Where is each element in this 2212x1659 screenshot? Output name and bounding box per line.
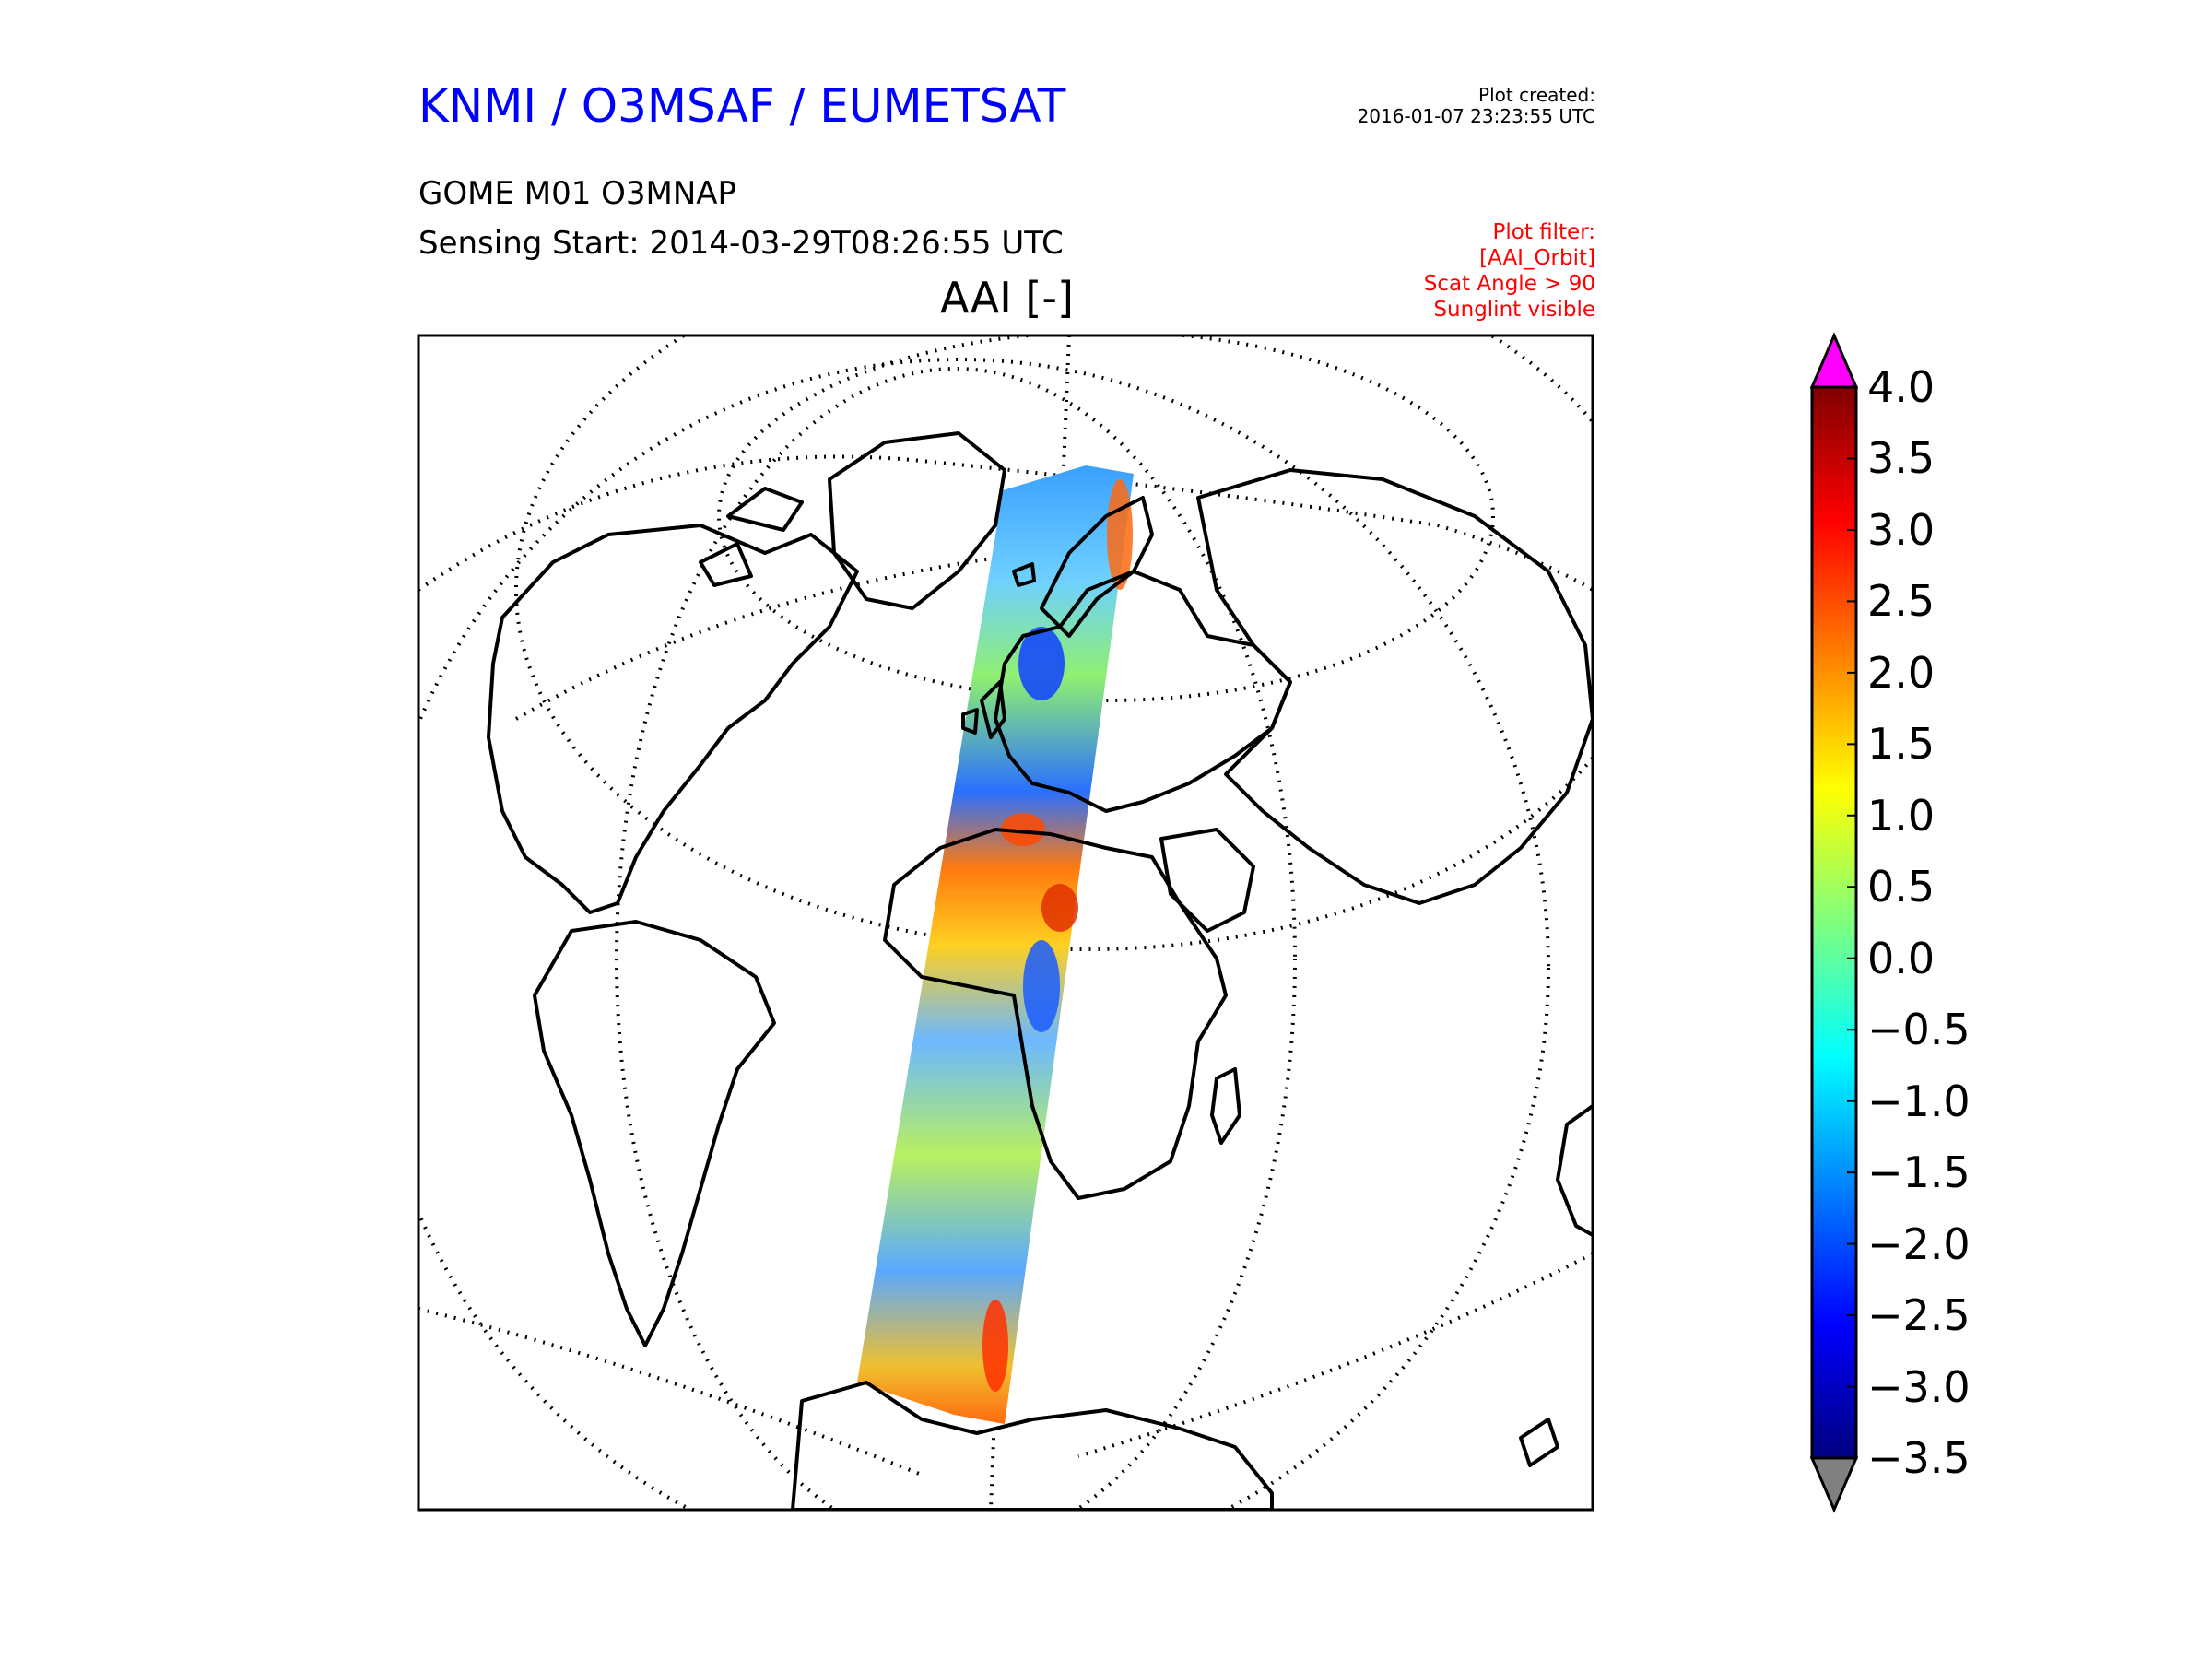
- plot-filter-label: Plot filter:: [1492, 220, 1595, 244]
- swath-hotspots: [982, 479, 1133, 1392]
- plot-filter-line-2: Scat Angle > 90: [1423, 272, 1595, 296]
- agency-title: KNMI / O3MSAF / EUMETSAT: [418, 79, 1066, 133]
- colorbar-tick-label: −1.0: [1867, 1076, 1971, 1126]
- plot-created: Plot created: 2016-01-07 23:23:55 UTC: [1358, 85, 1595, 127]
- plot-created-label: Plot created:: [1478, 84, 1595, 106]
- colorbar-tick-label: 2.5: [1867, 576, 1936, 627]
- plot-filter-line-1: [AAI_Orbit]: [1479, 246, 1595, 270]
- plot-filter-line-3: Sunglint visible: [1433, 298, 1595, 322]
- colorbar-tick-label: 0.5: [1867, 862, 1936, 912]
- colorbar: [1809, 332, 1859, 1513]
- colorbar-tick-label: 3.0: [1867, 504, 1936, 555]
- plot-created-time: 2016-01-07 23:23:55 UTC: [1357, 105, 1595, 127]
- colorbar-under-extension: [1809, 1456, 1859, 1513]
- colorbar-tick-label: 0.0: [1867, 933, 1936, 983]
- colorbar-tick-label: −2.0: [1867, 1218, 1971, 1269]
- colorbar-tick-label: −3.5: [1867, 1433, 1971, 1483]
- aai-swath: [857, 465, 1134, 1424]
- colorbar-tick-label: 3.5: [1867, 433, 1936, 484]
- colorbar-gradient: [1810, 385, 1858, 1460]
- map-plot-area: [418, 335, 1593, 1510]
- colorbar-tick-label: −1.5: [1867, 1147, 1971, 1198]
- graticule: [418, 335, 1593, 1510]
- plot-filter: Plot filter: [AAI_Orbit] Scat Angle > 90…: [1424, 219, 1595, 323]
- map-title: AAI [-]: [940, 273, 1074, 323]
- colorbar-tick-label: −3.0: [1867, 1361, 1971, 1412]
- colorbar-tick-label: 2.0: [1867, 647, 1936, 698]
- map-frame: [417, 334, 1594, 1512]
- product-name: GOME M01 O3MNAP: [418, 175, 737, 212]
- colorbar-tick-label: −2.5: [1867, 1290, 1971, 1341]
- colorbar-tick-label: 4.0: [1867, 362, 1936, 412]
- coastlines: [487, 431, 1593, 1510]
- colorbar-tick-label: 1.0: [1867, 790, 1936, 841]
- colorbar-tick-label: −0.5: [1867, 1005, 1971, 1055]
- sensing-start: Sensing Start: 2014-03-29T08:26:55 UTC: [418, 225, 1064, 262]
- colorbar-over-extension: [1809, 332, 1859, 389]
- colorbar-tick-label: 1.5: [1867, 719, 1936, 770]
